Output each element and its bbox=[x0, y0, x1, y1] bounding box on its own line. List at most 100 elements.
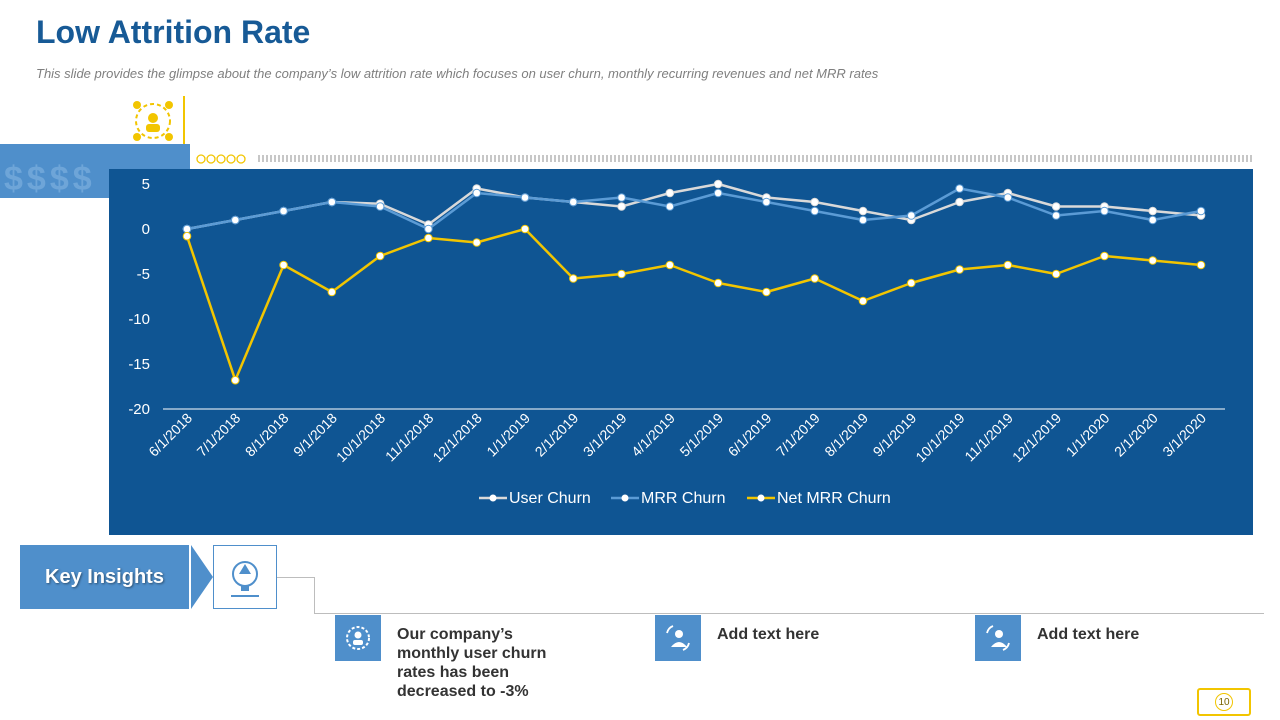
data-point-user-churn bbox=[955, 197, 964, 207]
data-point-mrr-churn bbox=[568, 197, 578, 207]
data-point-mrr-churn bbox=[665, 202, 675, 211]
idea-gear-icon bbox=[231, 561, 259, 597]
x-tick-label: 11/1/2019 bbox=[961, 410, 1016, 465]
x-tick-label: 6/1/2019 bbox=[725, 410, 775, 460]
data-point-net-mrr-churn bbox=[617, 269, 626, 279]
x-tick-label: 4/1/2019 bbox=[628, 410, 678, 460]
insight-text-1: Our company’s monthly user churn rates h… bbox=[397, 626, 547, 700]
data-point-user-churn bbox=[810, 197, 820, 207]
data-point-net-mrr-churn bbox=[375, 251, 385, 261]
data-point-user-churn bbox=[665, 188, 675, 198]
data-point-net-mrr-churn bbox=[858, 296, 868, 306]
legend-label-user-churn: User Churn bbox=[509, 490, 591, 507]
data-point-mrr-churn bbox=[375, 202, 385, 211]
x-tick-label: 8/1/2019 bbox=[821, 410, 871, 460]
data-point-net-mrr-churn bbox=[955, 265, 964, 274]
data-point-net-mrr-churn bbox=[665, 260, 675, 270]
x-tick-label: 7/1/2019 bbox=[773, 410, 823, 460]
data-point-mrr-churn bbox=[858, 215, 868, 225]
user-refresh-icon bbox=[986, 625, 1010, 651]
y-tick-label: -10 bbox=[128, 311, 150, 328]
x-tick-label: 3/1/2019 bbox=[580, 410, 630, 460]
x-tick-label: 3/1/2020 bbox=[1159, 410, 1209, 460]
page-title: Low Attrition Rate bbox=[36, 14, 311, 50]
legend-marker-net-mrr-churn bbox=[757, 494, 765, 502]
x-tick-label: 6/1/2018 bbox=[145, 410, 195, 460]
data-point-mrr-churn bbox=[424, 224, 433, 234]
data-point-net-mrr-churn bbox=[568, 274, 578, 283]
data-point-net-mrr-churn bbox=[906, 278, 916, 288]
data-point-net-mrr-churn bbox=[1196, 260, 1206, 270]
data-point-net-mrr-churn bbox=[1051, 269, 1061, 279]
data-point-mrr-churn bbox=[713, 188, 723, 198]
data-point-user-churn bbox=[858, 206, 868, 216]
y-tick-label: -20 bbox=[128, 401, 150, 418]
page-subtitle: This slide provides the glimpse about th… bbox=[36, 66, 879, 81]
data-point-net-mrr-churn bbox=[472, 238, 482, 247]
user-refresh-icon bbox=[666, 625, 690, 651]
connector-line bbox=[314, 577, 315, 614]
hatch-divider bbox=[258, 155, 1252, 162]
data-point-mrr-churn bbox=[1100, 206, 1109, 216]
legend-label-net-mrr-churn: Net MRR Churn bbox=[777, 490, 891, 507]
series-line-mrr-churn bbox=[186, 187, 1202, 231]
team-network-icon bbox=[133, 101, 173, 141]
insight-icon-1 bbox=[335, 615, 381, 661]
data-point-net-mrr-churn bbox=[810, 274, 820, 283]
data-point-mrr-churn bbox=[810, 206, 820, 216]
x-tick-label: 9/1/2019 bbox=[870, 410, 920, 460]
x-tick-label: 11/1/2018 bbox=[382, 410, 437, 465]
x-tick-label: 2/1/2019 bbox=[532, 410, 582, 460]
insight-icon-3 bbox=[975, 615, 1021, 661]
data-point-net-mrr-churn bbox=[713, 278, 723, 288]
x-tick-label: 9/1/2018 bbox=[290, 410, 340, 460]
data-point-net-mrr-churn bbox=[1003, 260, 1013, 270]
data-point-net-mrr-churn bbox=[1100, 251, 1109, 261]
x-tick-label: 12/1/2018 bbox=[429, 410, 485, 466]
data-point-user-churn bbox=[617, 202, 626, 211]
data-point-mrr-churn bbox=[617, 193, 626, 202]
data-point-net-mrr-churn bbox=[762, 287, 771, 297]
legend-marker-mrr-churn bbox=[621, 494, 629, 502]
data-point-mrr-churn bbox=[472, 188, 482, 198]
y-tick-label: 5 bbox=[142, 176, 150, 193]
data-point-mrr-churn bbox=[279, 206, 288, 216]
y-tick-label: -15 bbox=[128, 356, 150, 373]
x-tick-label: 10/1/2019 bbox=[912, 410, 968, 466]
dots-decoration-icon bbox=[196, 154, 246, 164]
key-insights-arrow bbox=[191, 545, 213, 609]
data-point-mrr-churn bbox=[1196, 206, 1206, 216]
accent-divider bbox=[183, 96, 185, 162]
x-tick-label: 1/1/2019 bbox=[483, 410, 533, 460]
data-point-user-churn bbox=[1051, 202, 1061, 211]
x-tick-label: 7/1/2018 bbox=[194, 410, 244, 460]
data-point-net-mrr-churn bbox=[327, 287, 337, 297]
data-point-mrr-churn bbox=[520, 193, 530, 202]
x-tick-label: 1/1/2020 bbox=[1063, 410, 1113, 460]
legend-marker-user-churn bbox=[489, 494, 497, 502]
x-tick-label: 12/1/2019 bbox=[1009, 410, 1065, 466]
churn-line-chart: 5 0 -5 -10 -15 -20 6/1/2018 7/1/2018 8/1/2018 9/1… bbox=[109, 169, 1253, 535]
connector-line bbox=[277, 577, 315, 578]
data-point-net-mrr-churn bbox=[230, 375, 240, 385]
x-tick-label: 2/1/2020 bbox=[1111, 410, 1161, 460]
page-number: 10 bbox=[1215, 693, 1233, 711]
data-point-mrr-churn bbox=[327, 197, 337, 207]
dollar-banner-text: $$$$ bbox=[4, 160, 96, 198]
insight-text-3: Add text here bbox=[1037, 626, 1140, 643]
data-point-net-mrr-churn bbox=[424, 233, 433, 243]
insight-text-2: Add text here bbox=[717, 626, 820, 643]
data-point-mrr-churn bbox=[955, 184, 964, 193]
data-point-mrr-churn bbox=[762, 197, 771, 207]
legend-label-mrr-churn: MRR Churn bbox=[641, 490, 725, 507]
data-point-mrr-churn bbox=[1051, 211, 1061, 220]
key-insights-label: Key Insights bbox=[20, 545, 189, 609]
y-tick-label: -5 bbox=[137, 266, 150, 283]
data-point-net-mrr-churn bbox=[182, 231, 192, 241]
x-tick-label: 5/1/2019 bbox=[676, 410, 726, 460]
data-point-mrr-churn bbox=[1148, 215, 1158, 225]
x-tick-label: 8/1/2018 bbox=[242, 410, 292, 460]
data-point-mrr-churn bbox=[906, 211, 916, 220]
key-insights-icon-box bbox=[213, 545, 277, 609]
gear-user-icon bbox=[346, 626, 370, 650]
